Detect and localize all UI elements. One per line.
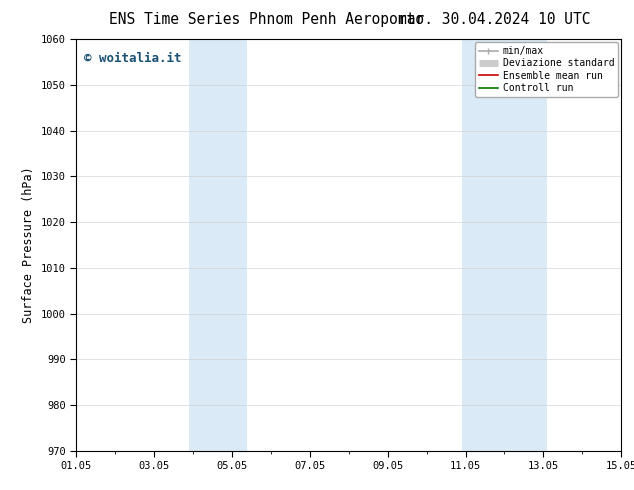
Text: mar. 30.04.2024 10 UTC: mar. 30.04.2024 10 UTC	[398, 12, 591, 27]
Text: ENS Time Series Phnom Penh Aeroporto: ENS Time Series Phnom Penh Aeroporto	[109, 12, 424, 27]
Text: © woitalia.it: © woitalia.it	[84, 51, 182, 65]
Bar	[462, 39, 547, 451]
Y-axis label: Surface Pressure (hPa): Surface Pressure (hPa)	[22, 167, 35, 323]
Legend: min/max, Deviazione standard, Ensemble mean run, Controll run: min/max, Deviazione standard, Ensemble m…	[475, 42, 618, 97]
Bar	[189, 39, 247, 451]
